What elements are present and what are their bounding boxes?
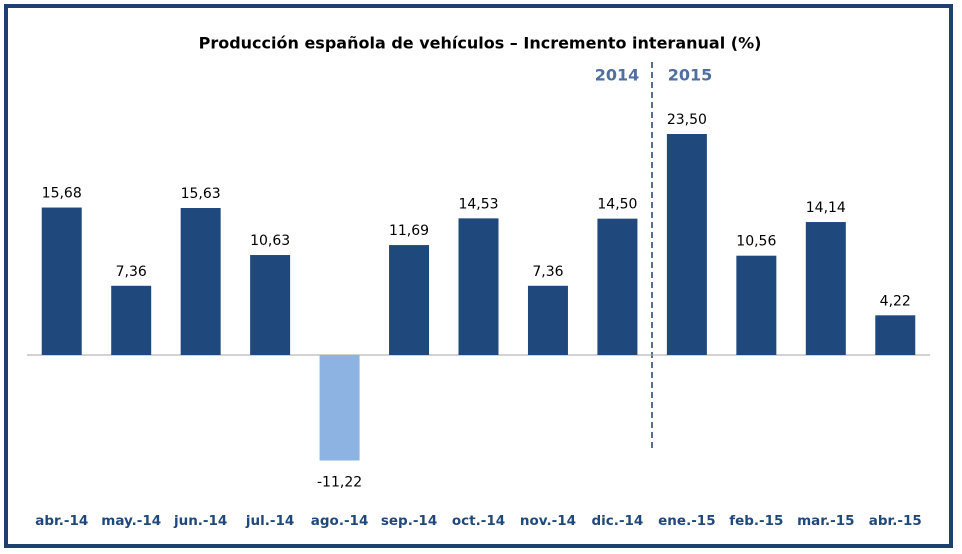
value-label: 11,69 (389, 223, 429, 239)
x-tick-label: abr.-15 (869, 513, 922, 529)
value-label: -11,22 (317, 475, 362, 491)
x-tick-label: jun.-14 (173, 513, 227, 529)
value-label: 10,63 (250, 233, 290, 249)
x-tick-label: dic.-14 (592, 513, 644, 529)
x-tick-label: oct.-14 (452, 513, 505, 529)
value-label: 14,50 (597, 197, 637, 213)
bar (180, 208, 221, 355)
bar (250, 255, 291, 355)
bar (597, 218, 638, 355)
bar (875, 315, 916, 355)
bar (319, 355, 360, 461)
bar (389, 245, 430, 355)
value-label: 7,36 (116, 264, 147, 280)
year-label: 2014 (595, 66, 640, 85)
year-label: 2015 (668, 66, 713, 85)
bar (736, 255, 777, 355)
bar (458, 218, 499, 355)
chart-title: Producción española de vehículos – Incre… (199, 34, 762, 53)
value-label: 4,22 (880, 293, 911, 309)
value-label: 15,68 (42, 186, 82, 202)
bar (527, 285, 568, 355)
x-tick-label: sep.-14 (381, 513, 437, 529)
x-tick-label: jul.-14 (245, 513, 294, 529)
x-tick-label: mar.-15 (797, 513, 854, 529)
bar (666, 134, 707, 355)
x-tick-label: abr.-14 (35, 513, 88, 529)
bar (41, 207, 82, 355)
x-tick-label: ene.-15 (658, 513, 715, 529)
value-label: 7,36 (532, 264, 563, 280)
x-tick-label: may.-14 (101, 513, 161, 529)
x-tick-label: nov.-14 (520, 513, 576, 529)
x-tick-label: ago.-14 (311, 513, 369, 529)
bar (111, 285, 152, 355)
value-label: 14,53 (458, 196, 498, 212)
x-tick-label: feb.-15 (729, 513, 783, 529)
value-label: 14,14 (806, 200, 846, 216)
bar (805, 222, 846, 355)
value-label: 15,63 (181, 186, 221, 202)
value-label: 10,56 (736, 234, 776, 250)
value-label: 23,50 (667, 112, 707, 128)
